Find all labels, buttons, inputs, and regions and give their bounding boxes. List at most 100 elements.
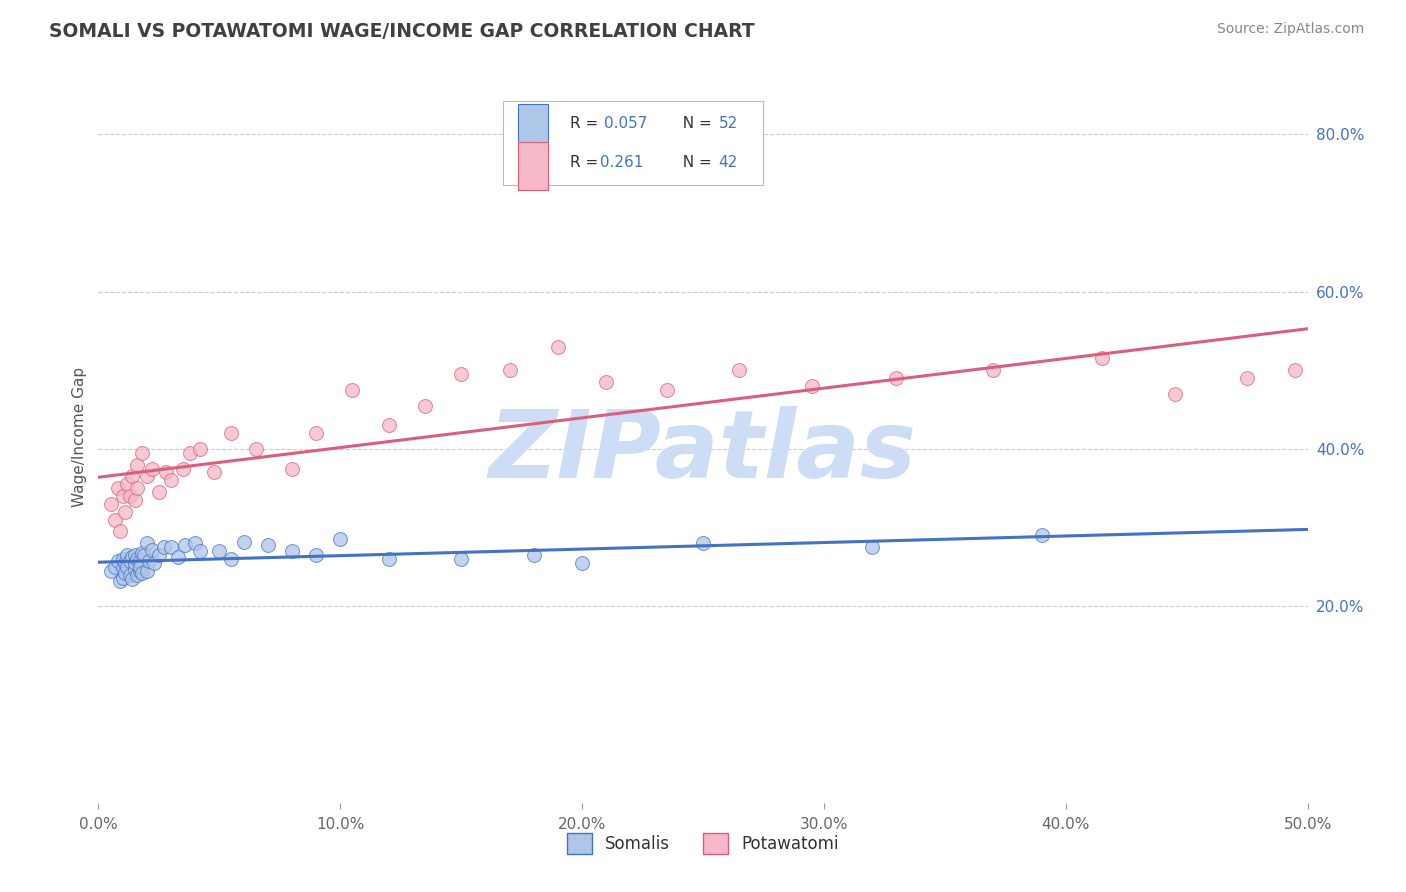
Point — [121, 572, 143, 586]
Point — [138, 553, 160, 567]
Point — [117, 548, 139, 562]
Point — [108, 574, 131, 588]
Point — [118, 489, 141, 503]
Point — [245, 442, 267, 456]
Point — [131, 546, 153, 560]
Point — [104, 559, 127, 574]
FancyBboxPatch shape — [517, 103, 548, 151]
Point — [128, 553, 150, 567]
Point — [128, 564, 150, 578]
Text: Source: ZipAtlas.com: Source: ZipAtlas.com — [1216, 22, 1364, 37]
Text: 0.261: 0.261 — [595, 154, 644, 169]
Point — [148, 548, 170, 562]
Point — [127, 458, 149, 472]
Point — [981, 363, 1004, 377]
Point — [108, 524, 131, 539]
Legend: Somalis, Potawatomi: Somalis, Potawatomi — [560, 827, 846, 860]
Point — [1091, 351, 1114, 366]
Point — [1031, 528, 1053, 542]
Point — [305, 426, 328, 441]
Point — [305, 548, 328, 562]
Point — [728, 363, 751, 377]
Point — [135, 536, 157, 550]
Text: SOMALI VS POTAWATOMI WAGE/INCOME GAP CORRELATION CHART: SOMALI VS POTAWATOMI WAGE/INCOME GAP COR… — [49, 22, 755, 41]
Text: N =: N = — [673, 116, 717, 131]
Point — [114, 505, 136, 519]
Point — [114, 566, 136, 581]
Point — [595, 375, 617, 389]
Point — [135, 564, 157, 578]
Point — [1284, 363, 1306, 377]
Point — [204, 466, 226, 480]
Point — [134, 548, 156, 562]
Point — [124, 493, 146, 508]
Point — [124, 562, 146, 576]
Point — [232, 534, 254, 549]
Point — [117, 559, 139, 574]
Point — [281, 461, 304, 475]
Point — [208, 544, 231, 558]
Point — [148, 485, 170, 500]
Text: R =: R = — [569, 116, 603, 131]
Point — [127, 552, 149, 566]
Text: 0.057: 0.057 — [603, 116, 647, 131]
Point — [179, 446, 201, 460]
Point — [547, 340, 569, 354]
Point — [498, 363, 520, 377]
Point — [131, 446, 153, 460]
Point — [111, 561, 134, 575]
Point — [160, 473, 183, 487]
Point — [188, 442, 211, 456]
Point — [121, 550, 143, 565]
Point — [118, 567, 141, 582]
Point — [141, 542, 163, 557]
Point — [221, 552, 243, 566]
Point — [1163, 387, 1185, 401]
Text: 52: 52 — [718, 116, 738, 131]
Point — [571, 556, 593, 570]
Point — [127, 481, 149, 495]
Point — [131, 566, 153, 581]
Point — [184, 536, 207, 550]
Point — [124, 548, 146, 562]
Text: R =: R = — [569, 154, 603, 169]
Point — [141, 461, 163, 475]
Point — [377, 418, 399, 433]
Point — [155, 466, 177, 480]
Point — [135, 469, 157, 483]
Point — [167, 550, 190, 565]
Point — [117, 477, 139, 491]
Point — [692, 536, 714, 550]
Point — [100, 564, 122, 578]
Point — [100, 497, 122, 511]
Point — [450, 552, 472, 566]
Point — [118, 553, 141, 567]
Y-axis label: Wage/Income Gap: Wage/Income Gap — [72, 367, 87, 508]
Point — [111, 552, 134, 566]
Point — [800, 379, 823, 393]
Point — [128, 559, 150, 574]
Point — [256, 538, 278, 552]
Point — [377, 552, 399, 566]
Point — [1236, 371, 1258, 385]
FancyBboxPatch shape — [503, 101, 763, 185]
Point — [655, 383, 678, 397]
Point — [413, 399, 436, 413]
Point — [152, 540, 174, 554]
Point — [281, 544, 304, 558]
Text: 42: 42 — [718, 154, 738, 169]
Point — [121, 469, 143, 483]
Point — [124, 556, 146, 570]
Point — [111, 571, 134, 585]
Point — [886, 371, 908, 385]
Point — [114, 556, 136, 570]
Point — [174, 538, 197, 552]
Point — [188, 544, 211, 558]
Point — [342, 383, 364, 397]
Point — [221, 426, 243, 441]
Point — [107, 481, 129, 495]
Point — [160, 540, 183, 554]
Point — [127, 567, 149, 582]
Point — [143, 556, 166, 570]
Point — [523, 548, 546, 562]
